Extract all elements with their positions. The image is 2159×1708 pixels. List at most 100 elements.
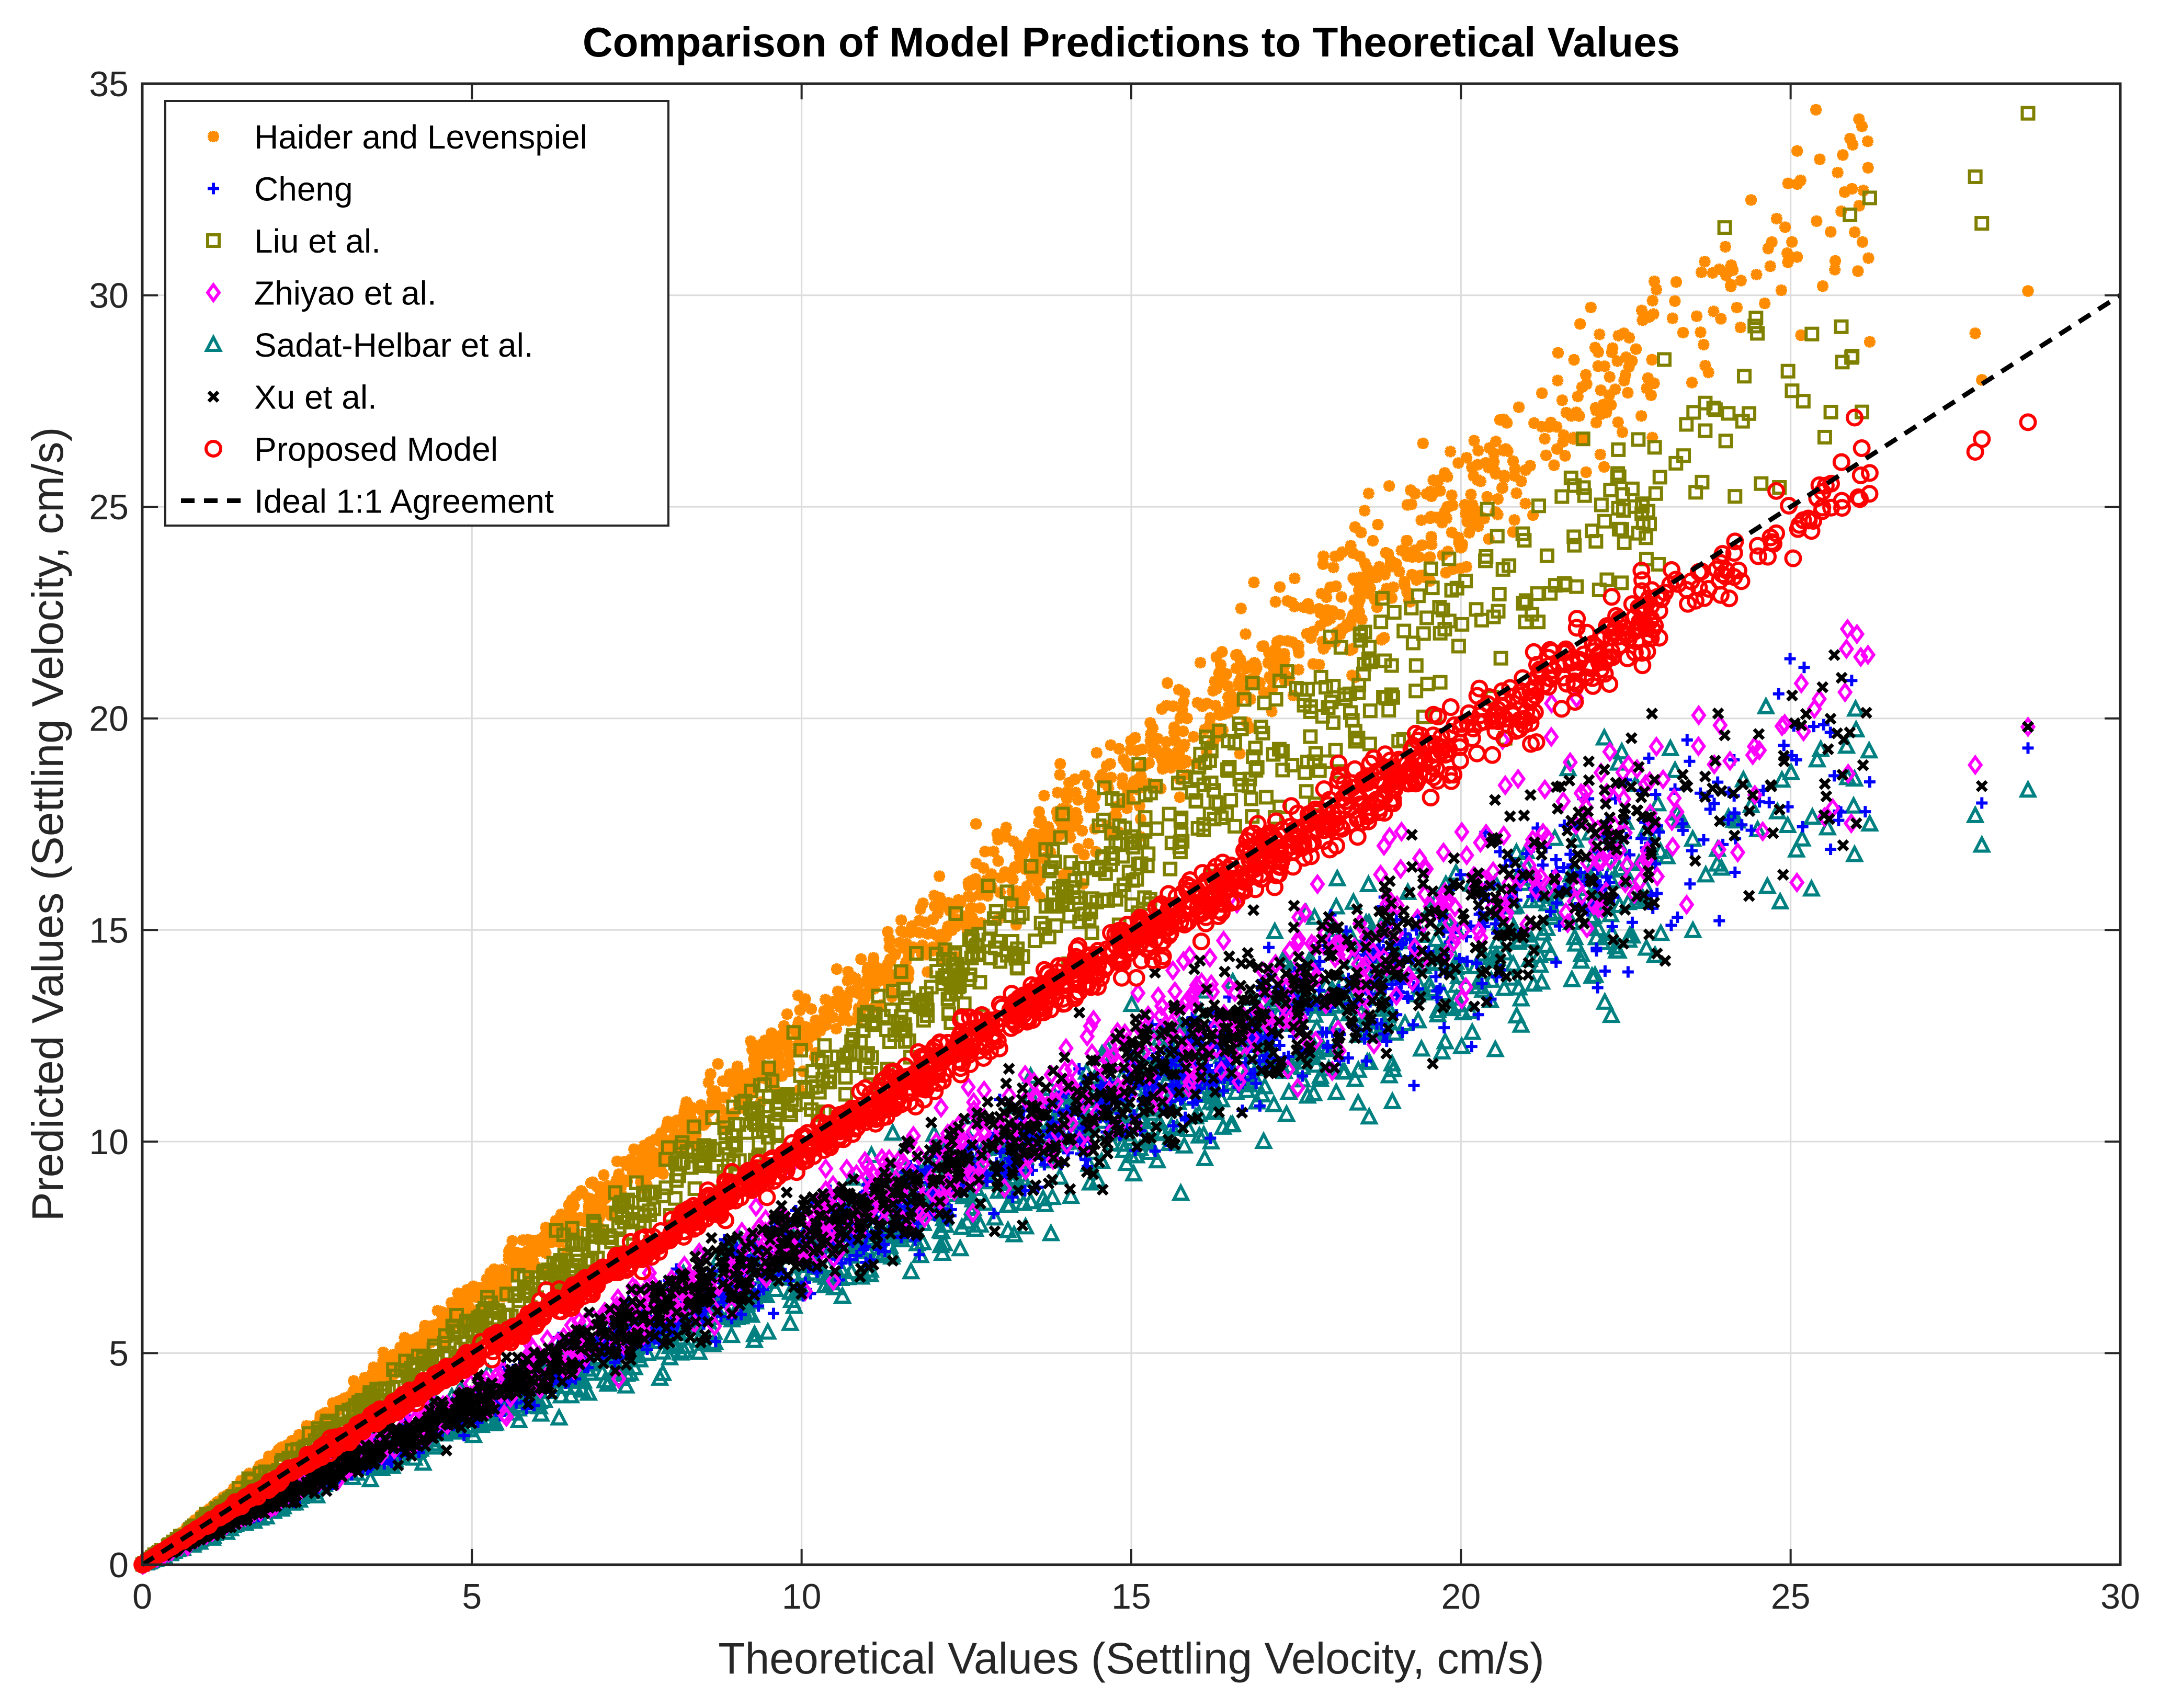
data-point: [875, 999, 887, 1011]
data-point: [861, 974, 873, 986]
data-point: [377, 1347, 389, 1359]
data-point: [1327, 868, 1347, 886]
data-point: [965, 903, 977, 915]
data-point: [1384, 658, 1399, 673]
data-point: [1550, 956, 1562, 968]
data-point: [402, 1347, 414, 1359]
data-point: [1532, 971, 1551, 990]
data-point: [1324, 612, 1336, 624]
data-point: [783, 1048, 795, 1060]
data-point: [1174, 791, 1186, 803]
data-point: [1497, 482, 1509, 494]
data-point: [1385, 690, 1401, 705]
data-point: [1266, 674, 1278, 686]
data-point: [1536, 387, 1548, 399]
data-point: [1619, 369, 1631, 381]
data-point: [602, 1190, 614, 1202]
data-point: [1165, 762, 1177, 774]
data-point: [1440, 567, 1452, 579]
data-point: [1313, 669, 1328, 685]
data-point: [757, 1077, 772, 1092]
data-point: [1333, 550, 1345, 562]
data-point: [1177, 725, 1189, 737]
data-point: [368, 1361, 380, 1373]
data-point: [1580, 466, 1592, 478]
data-point: [684, 1121, 696, 1133]
data-point: [1317, 558, 1329, 570]
data-point: [1385, 592, 1397, 604]
data-point: [625, 1153, 637, 1165]
data-point: [503, 1249, 515, 1261]
data-point: [883, 1122, 902, 1141]
data-point: [1105, 851, 1120, 866]
data-point: [1244, 674, 1256, 686]
data-point: [1512, 988, 1531, 1007]
data-point: [1161, 736, 1173, 748]
data-point: [1266, 683, 1278, 695]
data-point: [1393, 565, 1405, 577]
data-point: [1409, 544, 1421, 556]
data-point: [1425, 580, 1440, 596]
data-point: [610, 1175, 622, 1187]
data-point: [952, 1217, 971, 1235]
data-point: [1195, 1148, 1214, 1166]
data-point: [437, 1315, 449, 1327]
data-point: [1264, 1094, 1283, 1112]
data-point: [1713, 263, 1725, 275]
data-point: [1404, 600, 1419, 616]
data-point: [1194, 1124, 1213, 1143]
data-point: [1181, 768, 1194, 780]
data-point: [780, 1313, 800, 1331]
data-point: [893, 964, 908, 979]
data-point: [706, 1142, 721, 1157]
data-point: [1047, 897, 1062, 913]
data-point: [1015, 886, 1027, 898]
data-point: [1177, 696, 1189, 708]
data-point: [758, 1322, 777, 1340]
data-point: [978, 862, 990, 874]
data-point: [1371, 601, 1383, 613]
data-point: [1452, 1035, 1471, 1054]
data-point: [1337, 623, 1349, 635]
data-point: [658, 1152, 670, 1164]
data-point: [1635, 515, 1651, 530]
data-point: [1722, 814, 1734, 826]
data-point: [1308, 746, 1323, 761]
data-point: [1359, 505, 1371, 517]
data-point: [1611, 500, 1626, 516]
data-point: [1483, 442, 1495, 454]
data-point: [1559, 450, 1571, 462]
data-point: [928, 890, 940, 902]
data-point: [1575, 867, 1587, 879]
data-point: [1090, 747, 1103, 759]
data-point: [431, 1305, 444, 1317]
data-point: [563, 1262, 578, 1278]
data-point: [1406, 568, 1418, 580]
data-point: [1079, 769, 1091, 781]
data-point: [1375, 591, 1390, 606]
data-point: [1691, 310, 1703, 322]
data-point: [1272, 799, 1288, 814]
data-point: [1185, 784, 1200, 800]
data-point: [1038, 790, 1050, 802]
data-point: [1784, 653, 1796, 665]
data-point: [1590, 417, 1603, 429]
data-point: [1796, 394, 1811, 409]
data-point: [914, 927, 926, 939]
data-point: [933, 903, 945, 915]
data-point: [755, 1096, 767, 1108]
data-point: [1600, 871, 1612, 883]
data-point: [778, 1020, 790, 1032]
data-point: [1161, 700, 1173, 712]
data-point: [1635, 496, 1650, 511]
data-point: [1433, 625, 1448, 641]
data-point: [1344, 644, 1356, 656]
data-point: [1304, 602, 1316, 614]
data-point: [1147, 1150, 1167, 1169]
data-point: [568, 1200, 580, 1212]
data-point: [773, 1052, 785, 1064]
data-point: [1565, 927, 1584, 946]
data-point: [377, 1363, 389, 1375]
data-point: [988, 904, 1004, 919]
